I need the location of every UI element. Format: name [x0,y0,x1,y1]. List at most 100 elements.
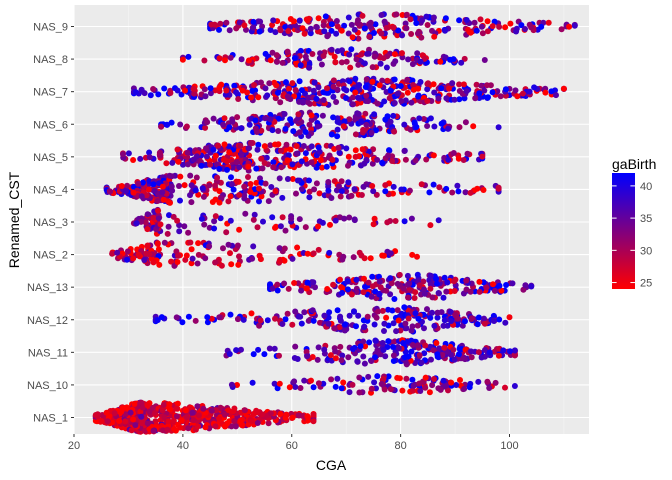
data-point [409,376,416,383]
data-point [226,149,233,156]
data-point [440,294,447,301]
data-point [496,23,503,30]
data-point [484,378,491,385]
data-point [302,224,309,231]
data-point [463,88,470,95]
data-point [479,153,486,160]
data-point [228,381,235,388]
data-point [365,98,372,105]
data-point [247,188,254,195]
data-point [279,59,286,66]
data-point [372,354,378,361]
data-point [271,345,278,352]
data-point [520,286,527,293]
data-point [257,256,264,263]
data-point [176,228,183,235]
data-point [381,320,388,327]
data-point [402,97,409,104]
data-point [414,322,421,329]
data-point [460,81,467,88]
data-point [390,190,396,197]
data-point [427,285,434,292]
data-point [433,340,440,346]
data-point [371,215,378,222]
data-point [211,218,218,225]
data-point [429,309,435,316]
data-point [315,246,322,253]
data-point [466,28,473,35]
data-point [352,89,359,96]
data-point [411,295,418,301]
data-point [325,187,332,194]
data-point [169,159,176,166]
data-point [286,384,293,391]
data-point [476,288,483,295]
data-point [372,21,379,28]
data-point [450,150,457,156]
y-tick-label: NAS_2 [33,250,68,262]
data-point [362,343,369,350]
data-point [353,56,360,63]
data-point [279,214,286,221]
data-point [306,121,313,128]
data-point [400,285,407,292]
data-point [270,17,277,24]
data-point [355,61,362,68]
data-point [227,217,234,224]
data-point [361,323,368,330]
data-point [406,280,413,287]
data-point [170,213,177,220]
data-point [430,347,437,354]
data-point [378,12,385,18]
data-point [269,22,276,28]
data-point [164,426,171,433]
data-point [181,223,188,230]
data-point [268,184,275,190]
data-point [147,92,154,99]
data-point [507,20,514,27]
data-point [313,24,320,31]
data-point [188,199,195,206]
data-point [155,215,162,222]
data-point [430,152,437,159]
data-point [372,337,379,344]
data-point [408,215,415,222]
data-point [208,21,215,28]
data-point [349,381,356,388]
data-point [323,142,330,149]
data-point [304,17,311,24]
data-point [155,246,162,253]
data-point [351,216,358,223]
data-point [261,351,268,358]
data-point [441,317,448,324]
data-point [333,18,340,24]
data-point [251,211,258,218]
data-point [408,31,415,37]
data-point [387,275,394,282]
data-point [255,346,262,353]
data-point [438,85,445,92]
data-point [403,11,410,18]
data-point [401,148,408,154]
data-point [276,175,283,182]
data-point [200,405,207,412]
data-point [284,176,291,182]
data-point [458,59,465,66]
data-point [128,427,135,434]
data-point [228,423,235,430]
data-point [116,418,123,424]
data-point [328,27,335,34]
data-point [130,157,137,163]
data-point [368,293,375,300]
data-point [202,124,209,131]
data-point [387,87,394,94]
data-point [179,319,186,326]
data-point [283,411,290,418]
data-point [387,291,394,298]
data-point [216,165,223,172]
data-point [356,82,363,88]
data-point [332,383,339,390]
data-point [252,117,259,124]
data-point [310,317,317,324]
data-point [356,374,363,381]
